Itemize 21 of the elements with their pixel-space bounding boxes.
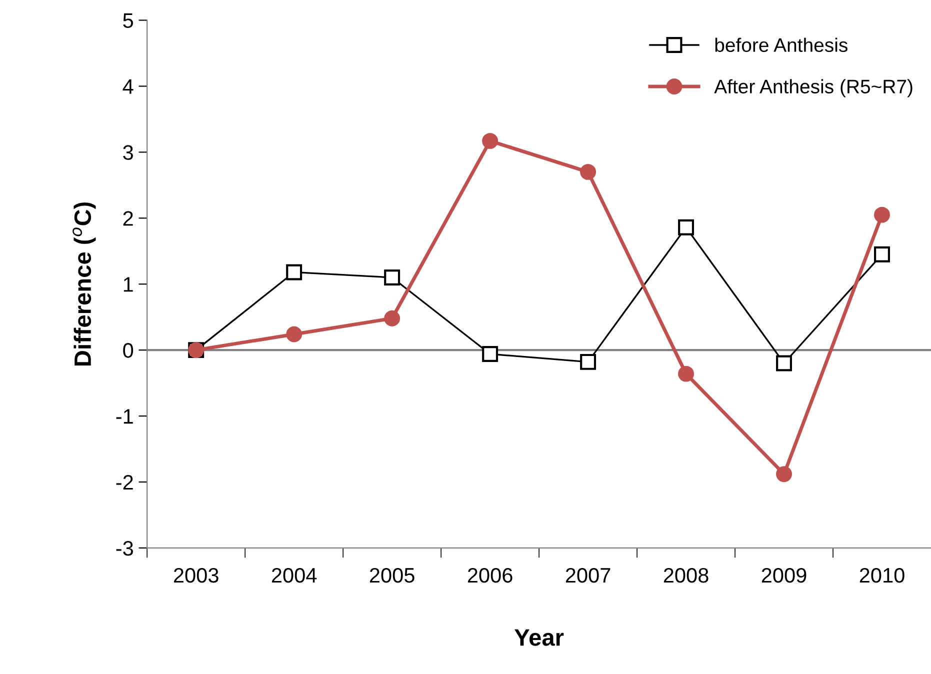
x-tick-label: 2010 — [860, 568, 904, 583]
x-tick-label: 2007 — [566, 568, 610, 583]
y-axis-title: Difference ($^{o}$C) — [72, 202, 96, 366]
y-tick-label: 5 — [123, 13, 134, 28]
x-tick-label: 2006 — [468, 568, 512, 583]
y-tick-label: -2 — [116, 474, 133, 490]
x-tick-label: 2009 — [762, 568, 806, 583]
y-tick-label: 2 — [123, 211, 133, 226]
x-tick-label: 2005 — [370, 568, 414, 583]
y-tick-label: 3 — [123, 145, 133, 160]
y-tick-label: -1 — [116, 409, 133, 424]
x-tick-label: 2003 — [174, 568, 218, 583]
x-axis-title: Year — [514, 629, 564, 646]
x-tick-label: 2004 — [272, 568, 317, 583]
x-tick-label: 2008 — [664, 568, 708, 583]
y-tick-label: -3 — [116, 540, 133, 556]
y-tick-label: 1 — [124, 277, 133, 292]
legend-label: After Anthesis (R5~R7) — [714, 79, 912, 98]
y-tick-label: 4 — [122, 79, 134, 94]
legend-label: before Anthesis — [715, 38, 848, 52]
y-tick-label: 0 — [123, 343, 134, 358]
